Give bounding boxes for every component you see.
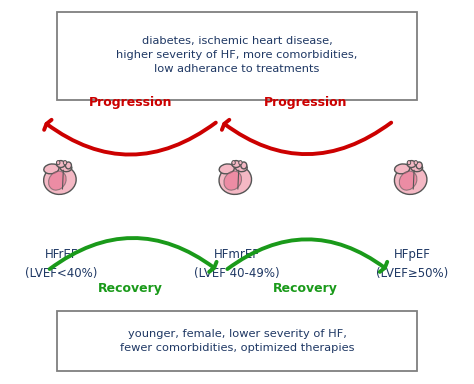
- Ellipse shape: [407, 161, 410, 165]
- Text: (LVEF 40-49%): (LVEF 40-49%): [194, 267, 280, 280]
- Ellipse shape: [416, 162, 422, 169]
- Ellipse shape: [394, 164, 410, 174]
- Ellipse shape: [48, 171, 66, 190]
- Ellipse shape: [414, 161, 418, 165]
- Ellipse shape: [60, 163, 72, 172]
- Ellipse shape: [64, 161, 67, 165]
- Ellipse shape: [232, 161, 240, 167]
- Ellipse shape: [56, 161, 60, 165]
- Text: Recovery: Recovery: [273, 282, 338, 295]
- Ellipse shape: [65, 162, 72, 169]
- Ellipse shape: [219, 164, 234, 174]
- Text: HFmrEF: HFmrEF: [214, 248, 260, 261]
- Ellipse shape: [239, 161, 242, 165]
- Ellipse shape: [56, 161, 65, 167]
- Ellipse shape: [44, 166, 76, 194]
- FancyBboxPatch shape: [57, 311, 417, 371]
- Ellipse shape: [399, 171, 417, 190]
- Text: younger, female, lower severity of HF,
fewer comorbidities, optimized therapies: younger, female, lower severity of HF, f…: [120, 329, 354, 353]
- Ellipse shape: [407, 161, 416, 167]
- Ellipse shape: [44, 164, 59, 174]
- Text: diabetes, ischemic heart disease,
higher severity of HF, more comorbidities,
low: diabetes, ischemic heart disease, higher…: [116, 36, 358, 74]
- Ellipse shape: [235, 163, 247, 172]
- Ellipse shape: [394, 166, 427, 194]
- Ellipse shape: [241, 162, 247, 169]
- Text: Progression: Progression: [89, 96, 172, 109]
- Ellipse shape: [219, 166, 252, 194]
- Text: Recovery: Recovery: [98, 282, 163, 295]
- FancyBboxPatch shape: [57, 12, 417, 100]
- Text: HFpEF: HFpEF: [394, 248, 431, 261]
- Ellipse shape: [410, 163, 423, 172]
- Text: HFrEF: HFrEF: [45, 248, 78, 261]
- Ellipse shape: [224, 171, 242, 190]
- Text: (LVEF<40%): (LVEF<40%): [26, 267, 98, 280]
- Text: (LVEF≥50%): (LVEF≥50%): [376, 267, 448, 280]
- Text: Progression: Progression: [264, 96, 347, 109]
- Ellipse shape: [232, 161, 235, 165]
